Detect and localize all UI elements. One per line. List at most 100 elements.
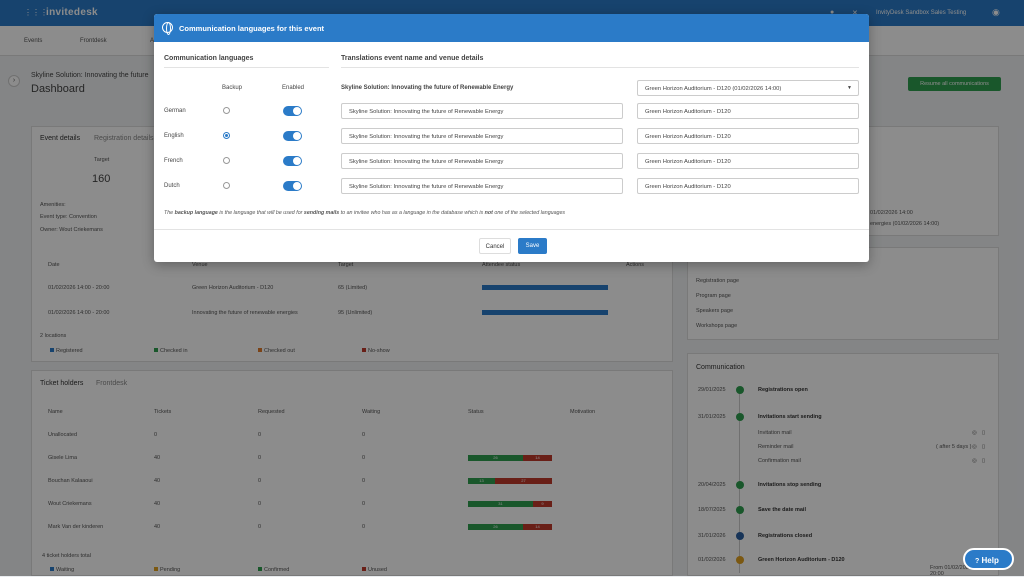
sidebar-toggle-icon[interactable]: › [8,75,20,87]
venue-translation-input[interactable]: Green Horizon Auditorium - D120 [637,103,859,119]
help-label: Help [981,556,999,565]
communication-languages-modal: Communication languages for this event C… [154,14,869,262]
requested-count: 0 [258,455,262,461]
ticket-count: 40 [154,478,161,484]
event-name-original: Skyline Solution: Innovating the future … [341,85,514,91]
venue-translation-input[interactable]: Green Horizon Auditorium - D120 [637,178,859,194]
waiting-count: 0 [362,501,366,507]
requested-count: 0 [258,432,262,438]
event-type: Event type: Convention [40,214,97,220]
language-name: German [164,108,186,114]
mail-item[interactable]: Reminder mail [758,444,794,450]
backup-radio[interactable] [223,107,230,114]
ticket-holders-card: Ticket holders Frontdesk Name Tickets Re… [31,370,673,576]
page-item: Workshops page [696,323,738,329]
legend-waiting: Waiting [50,567,74,573]
ticket-holder-name: Wout Criekemans [48,501,92,507]
sessions-count: 2 locations [40,333,67,339]
ticket-count: 40 [154,524,161,530]
info-line: energies (01/02/2026 14:00) [870,221,940,227]
notification-icon[interactable]: ● [830,9,835,16]
tab-registration-details[interactable]: Registration details [94,135,154,142]
venue-select[interactable]: Green Horizon Auditorium - D120 (01/02/2… [637,80,859,96]
account-name[interactable]: InvityDesk Sandbox Sales Testing [876,10,967,16]
delete-icon[interactable]: ▯ [982,444,986,450]
venue-translation-input[interactable]: Green Horizon Auditorium - D120 [637,128,859,144]
chevron-down-icon: ▼ [847,85,852,91]
session-target: 65 (Limited) [338,285,368,291]
nav-frontdesk[interactable]: Frontdesk [80,38,107,44]
cancel-button[interactable]: Cancel [479,238,511,254]
preview-icon[interactable]: ◎ [972,430,977,436]
mail-delay: ( after 5 days ) [936,444,972,450]
mail-item[interactable]: Confirmation mail [758,458,801,464]
venue-select-value: Green Horizon Auditorium - D120 (01/02/2… [645,86,782,92]
page-item: Speakers page [696,308,733,314]
legend-pending: Pending [154,567,180,573]
waiting-count: 0 [362,455,366,461]
enabled-toggle[interactable] [283,131,302,141]
legend-no-show: No-show [362,348,390,354]
ticket-holder-name: Unallocated [48,432,78,438]
col-requested: Requested [258,409,285,415]
requested-count: 0 [258,501,262,507]
tab-ticket-holders[interactable]: Ticket holders [40,380,84,387]
help-icon: ? [975,558,980,565]
settings-icon[interactable]: ✕ [852,9,858,17]
timeline-date: 31/01/2026 [698,533,726,539]
enabled-toggle[interactable] [283,156,302,166]
timeline-dot [736,386,744,394]
nav-item[interactable]: A [150,38,155,44]
tab-event-details[interactable]: Event details [40,135,81,142]
confirmed-bar: 31 [468,501,533,507]
mail-item[interactable]: Invitation mail [758,430,792,436]
event-name-translation-input[interactable]: Skyline Solution: Innovating the future … [341,128,623,144]
timeline-dot [736,413,744,421]
footer-divider [154,229,869,230]
session-venue: Green Horizon Auditorium - D120 [192,285,274,291]
backup-language-note: The backup language is the language that… [164,210,566,216]
waiting-count: 0 [362,432,366,438]
timeline-date: 29/01/2025 [698,387,726,393]
save-button[interactable]: Save [518,238,547,254]
legend-confirmed: Confirmed [258,567,289,573]
help-button[interactable]: ? Help [963,548,1014,570]
backup-radio[interactable] [223,182,230,189]
event-name-translation-input[interactable]: Skyline Solution: Innovating the future … [341,103,623,119]
delete-icon[interactable]: ▯ [982,458,986,464]
modal-title: Communication languages for this event [179,24,325,33]
timeline-event: Invitations stop sending [758,482,822,488]
pages-card: Registration page Program page Speakers … [687,247,999,340]
resume-communications-button[interactable]: Resume all communications [908,77,1001,91]
nav-events[interactable]: Events [24,38,43,44]
confirmed-bar: 26 [468,524,523,530]
event-name-translation-input[interactable]: Skyline Solution: Innovating the future … [341,153,623,169]
delete-icon[interactable]: ▯ [982,430,986,436]
backup-radio[interactable] [223,132,230,139]
timeline-date: 20/04/2025 [698,482,726,488]
preview-icon[interactable]: ◎ [972,444,977,450]
ticket-count: 40 [154,501,161,507]
enabled-toggle[interactable] [283,181,302,191]
event-name-translation-input[interactable]: Skyline Solution: Innovating the future … [341,178,623,194]
legend-checked-in: Checked in [154,348,188,354]
enabled-toggle[interactable] [283,106,302,116]
user-avatar-icon[interactable]: ◉ [992,7,1000,17]
enabled-column-label: Enabled [282,85,305,91]
app-grid-icon[interactable]: ⋮⋮⋮ [24,8,48,17]
preview-icon[interactable]: ◎ [972,458,977,464]
languages-section-title: Communication languages [164,55,254,62]
session-date: 01/02/2026 14:00 - 20:00 [48,285,110,291]
tab-frontdesk[interactable]: Frontdesk [96,380,128,387]
divider [341,67,859,68]
col-date: Date [48,262,60,268]
divider [164,67,329,68]
backup-radio[interactable] [223,157,230,164]
ticket-holder-name: Bouchan Kalaaoui [48,478,93,484]
timeline-event: Registrations open [758,387,808,393]
target-label: Target [94,157,110,163]
page-item: Registration page [696,278,740,284]
venue-translation-input[interactable]: Green Horizon Auditorium - D120 [637,153,859,169]
timeline-dot [736,481,744,489]
col-waiting: Waiting [362,409,381,415]
